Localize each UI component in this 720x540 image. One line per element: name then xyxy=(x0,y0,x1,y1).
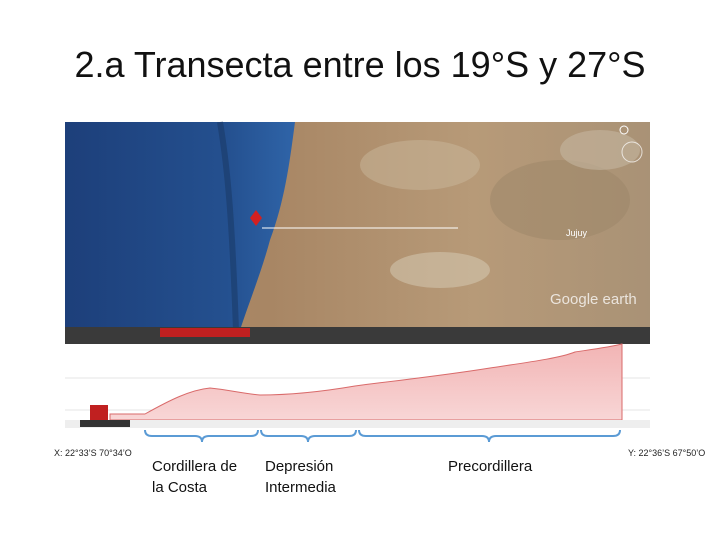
satellite-map: Jujuy Google earth xyxy=(65,121,650,331)
coordinate-label: Y: 22°36’S 67°50’O xyxy=(628,448,706,458)
region-label: Depresión Intermedia xyxy=(265,458,336,496)
region-label: Precordillera xyxy=(448,458,533,475)
map-watermark: Google earth xyxy=(550,291,637,308)
coordinate-label: X: 22°33’S 70°34’O xyxy=(54,448,132,458)
slide-title: 2.a Transecta entre los 19°S y 27°S xyxy=(74,44,646,85)
region-label: Cordillera de la Costa xyxy=(152,458,238,496)
map-label: Jujuy xyxy=(566,228,588,238)
elevation-profile xyxy=(65,327,650,428)
brace xyxy=(144,429,621,443)
